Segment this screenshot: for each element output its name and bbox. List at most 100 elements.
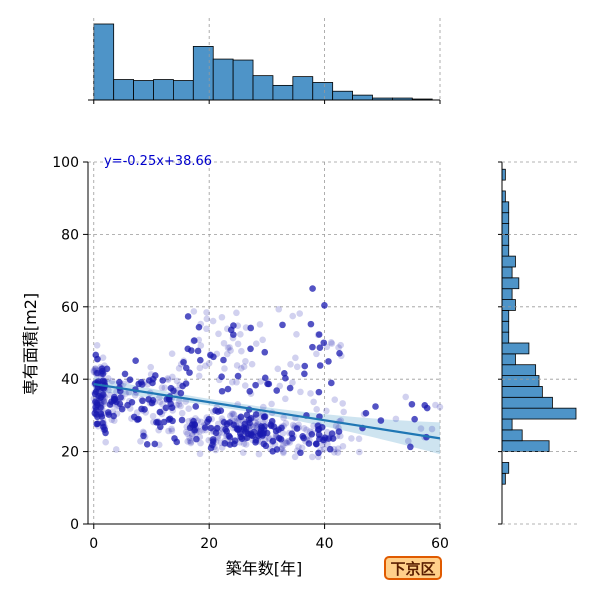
scatter-point [328, 340, 336, 347]
scatter-point [300, 434, 307, 442]
scatter-point [411, 415, 418, 423]
scatter-point [164, 375, 172, 382]
scatter-point [192, 415, 199, 422]
scatter-point [193, 435, 200, 443]
scatter-point [93, 341, 101, 349]
scatter-point [269, 448, 277, 455]
scatter-point [165, 427, 172, 435]
scatter-point [163, 396, 171, 403]
scatter-point [175, 365, 183, 372]
scatter-point [316, 344, 324, 351]
scatter-point [200, 422, 208, 429]
y-hist-bar [501, 201, 510, 214]
scatter-point [280, 414, 287, 422]
scatter-point [218, 373, 225, 381]
scatter-point [255, 450, 263, 458]
scatter-point [257, 378, 264, 385]
scatter-point [229, 410, 237, 418]
y-tick-label: 60 [61, 300, 79, 316]
scatter-point [92, 370, 100, 377]
scatter-point [417, 425, 425, 432]
scatter-point [203, 325, 210, 333]
scatter-point [154, 419, 162, 426]
scatter-point [237, 421, 244, 428]
scatter-point [234, 372, 242, 380]
scatter-point [195, 323, 203, 331]
scatter-point [239, 418, 247, 426]
scatter-point [261, 348, 269, 356]
scatter-point [113, 410, 121, 417]
scatter-point [156, 408, 164, 416]
scatter-point [141, 405, 148, 413]
scatter-point [156, 394, 163, 401]
scatter-point [263, 429, 271, 437]
scatter-point [224, 385, 232, 393]
scatter-point [240, 363, 248, 371]
scatter-point [132, 357, 139, 365]
regression-line-group [93, 382, 441, 440]
scatter-point [205, 360, 213, 367]
scatter-point [220, 424, 228, 431]
scatter-point [234, 340, 242, 348]
scatter-point [91, 405, 99, 413]
scatter-point [209, 317, 217, 325]
x-hist-bar [272, 84, 294, 101]
x-tick-label: 0 [89, 536, 98, 552]
scatter-point [109, 408, 117, 415]
scatter-point [289, 312, 297, 320]
scatter-point [254, 418, 262, 426]
scatter-point [100, 397, 107, 405]
scatter-point [231, 437, 239, 444]
scatter-point [99, 406, 106, 414]
scatter-point [99, 390, 107, 397]
y-hist-bar [501, 212, 510, 224]
scatter-point [306, 428, 314, 435]
scatter-point [335, 428, 343, 435]
scatter-point [97, 393, 105, 401]
scatter-point [95, 392, 102, 400]
scatter-point [231, 417, 238, 425]
scatter-point [315, 388, 323, 396]
scatter-point [94, 355, 101, 363]
x-tick-label: 20 [200, 536, 218, 552]
scatter-point [286, 384, 294, 392]
scatter-point [278, 424, 285, 432]
scatter-point [282, 395, 289, 403]
scatter-point [323, 435, 330, 442]
scatter-point [228, 378, 236, 386]
scatter-point [256, 321, 264, 328]
scatter-point [247, 422, 254, 430]
scatter-point [169, 417, 176, 425]
scatter-point [303, 426, 310, 434]
scatter-point [247, 431, 255, 439]
scatter-point [323, 407, 330, 415]
scatter-point [337, 352, 345, 360]
scatter-point [100, 423, 107, 431]
scatter-point [318, 423, 326, 431]
scatter-point [245, 423, 253, 431]
scatter-point [304, 432, 312, 440]
scatter-point [223, 420, 231, 428]
scatter-point [197, 418, 205, 426]
scatter-point [188, 421, 196, 429]
scatter-point [140, 429, 148, 437]
scatter-point [97, 369, 105, 377]
scatter-point [190, 308, 198, 315]
scatter-point [239, 449, 247, 456]
scatter-point [278, 444, 286, 451]
scatter-point [177, 389, 185, 397]
scatter-point [207, 424, 215, 432]
y-hist-bar [501, 277, 520, 290]
scatter-point [158, 410, 166, 418]
scatter-point [214, 434, 221, 442]
x-marginal-histogram [88, 23, 441, 104]
scatter-point [151, 440, 159, 448]
scatter-point [155, 441, 163, 449]
scatter-point [197, 356, 204, 364]
scatter-point [176, 381, 184, 389]
scatter-point [246, 388, 254, 395]
scatter-point [404, 437, 412, 445]
scatter-point [173, 377, 181, 385]
scatter-point [156, 398, 164, 406]
y-hist-bar [501, 320, 510, 333]
